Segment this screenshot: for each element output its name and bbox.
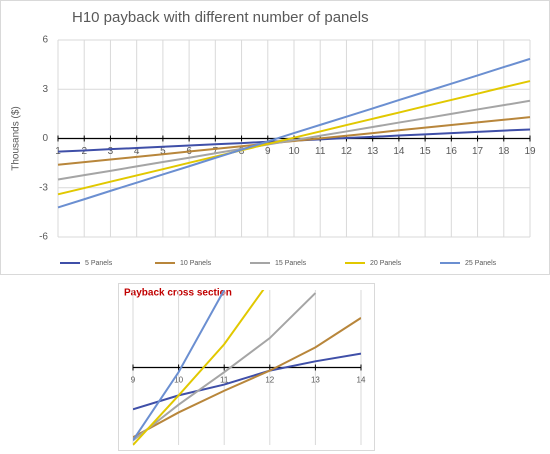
x-tick-label: 5 [160, 146, 166, 157]
chart-frame [0, 0, 550, 275]
legend-label: 5 Panels [85, 260, 113, 267]
series-line [57, 99, 531, 181]
series-line [57, 57, 531, 209]
x-tick-label: 9 [131, 376, 136, 385]
x-tick-label: 11 [220, 376, 229, 385]
x-tick-label: 3 [108, 146, 114, 157]
x-tick-label: 17 [472, 146, 484, 157]
x-tick-label: 12 [341, 146, 353, 157]
x-tick-label: 9 [265, 146, 271, 157]
chart-title: Payback cross section [124, 288, 232, 299]
y-tick-label: 0 [42, 133, 48, 144]
series-line [133, 290, 265, 446]
y-tick-label: -6 [39, 232, 48, 243]
series-line [133, 317, 361, 439]
plot-lines [133, 290, 361, 446]
x-tick-label: 12 [265, 376, 274, 385]
y-tick-label: 3 [42, 84, 48, 95]
x-tick-label: 10 [288, 146, 300, 157]
x-tick-label: 10 [174, 376, 183, 385]
legend-label: 25 Panels [465, 260, 497, 267]
y-tick-label: -3 [39, 182, 48, 193]
x-tick-label: 4 [134, 146, 140, 157]
plot-lines [57, 57, 531, 209]
x-tick-label: 16 [446, 146, 458, 157]
x-tick-label: 13 [311, 376, 320, 385]
y-axis-label: Thousands ($) [11, 106, 22, 170]
x-tick-label: 7 [213, 146, 219, 157]
x-tick-label: 2 [81, 146, 87, 157]
x-tick-label: 15 [420, 146, 432, 157]
x-tick-label: 14 [357, 376, 366, 385]
chart-title: H10 payback with different number of pan… [72, 9, 369, 26]
series-line [133, 292, 317, 442]
x-tick-label: 13 [367, 146, 379, 157]
legend-label: 10 Panels [180, 260, 212, 267]
series-line [133, 352, 361, 411]
x-tick-label: 11 [315, 146, 326, 157]
legend-label: 15 Panels [275, 260, 307, 267]
x-tick-label: 18 [498, 146, 510, 157]
legend-label: 20 Panels [370, 260, 402, 267]
series-line [133, 290, 226, 441]
series-line [57, 80, 531, 196]
y-tick-label: 6 [42, 35, 48, 46]
x-tick-label: 19 [524, 146, 536, 157]
x-tick-label: 8 [239, 146, 245, 157]
x-tick-label: 14 [393, 146, 405, 157]
